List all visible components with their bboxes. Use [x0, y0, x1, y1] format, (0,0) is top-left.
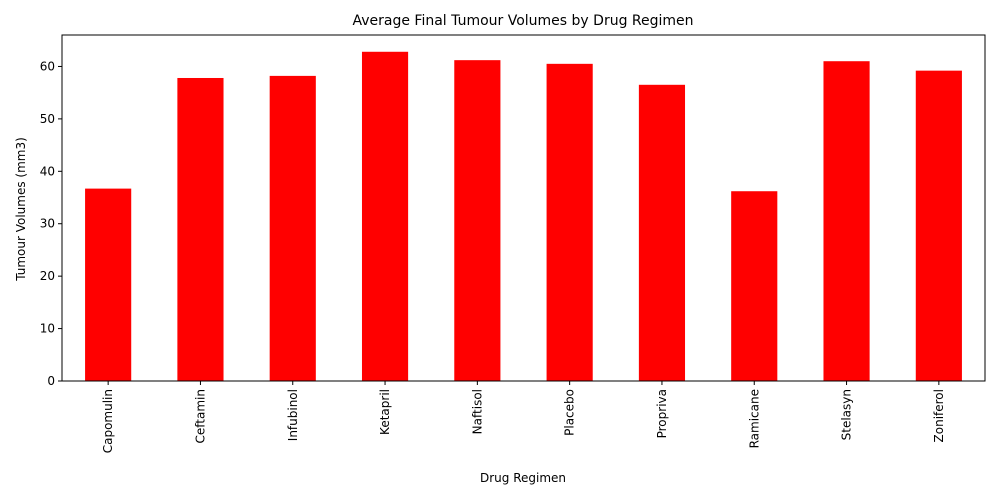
x-tick-label-ramicane: Ramicane: [747, 389, 761, 448]
y-tick-label-60: 60: [40, 59, 55, 73]
y-tick-label-50: 50: [40, 112, 55, 126]
x-tick-label-stelasyn: Stelasyn: [840, 389, 854, 440]
x-tick-label-ketapril: Ketapril: [378, 389, 392, 435]
x-tick-label-propriva: Propriva: [655, 389, 669, 438]
y-axis-label: Tumour Volumes (mm3): [14, 137, 28, 282]
bar-propriva: [638, 84, 686, 381]
bar-zoniferol: [915, 70, 962, 381]
y-axis: 0 10 20 30 40 50 60: [40, 59, 62, 388]
y-tick-label-30: 30: [40, 217, 55, 231]
y-tick-label-20: 20: [40, 269, 55, 283]
x-axis: Capomulin Ceftamin Infubinol Ketapril Naftis…: [101, 381, 946, 453]
bars-group: [85, 51, 962, 382]
bar-placebo: [546, 63, 593, 381]
y-tick-label-10: 10: [40, 322, 55, 336]
bar-infubinol: [269, 75, 316, 382]
x-tick-label-naftisol: Naftisol: [470, 389, 484, 434]
y-tick-label-0: 0: [47, 374, 55, 388]
bar-naftisol: [454, 60, 501, 381]
bar-ceftamin: [177, 77, 224, 381]
x-tick-label-infubinol: Infubinol: [286, 389, 300, 441]
bar-ketapril: [361, 51, 409, 381]
x-axis-label: Drug Regimen: [480, 471, 566, 485]
y-tick-label-40: 40: [40, 164, 55, 178]
x-tick-label-capomulin: Capomulin: [101, 389, 115, 453]
plot-frame: [61, 34, 986, 382]
x-tick-label-placebo: Placebo: [563, 389, 577, 436]
bar-ramicane: [731, 191, 778, 381]
x-tick-label-ceftamin: Ceftamin: [193, 389, 207, 443]
bar-capomulin: [85, 188, 132, 381]
bar-stelasyn: [823, 61, 870, 381]
x-tick-label-zoniferol: Zoniferol: [932, 389, 946, 442]
chart-title: Average Final Tumour Volumes by Drug Reg…: [352, 13, 693, 29]
